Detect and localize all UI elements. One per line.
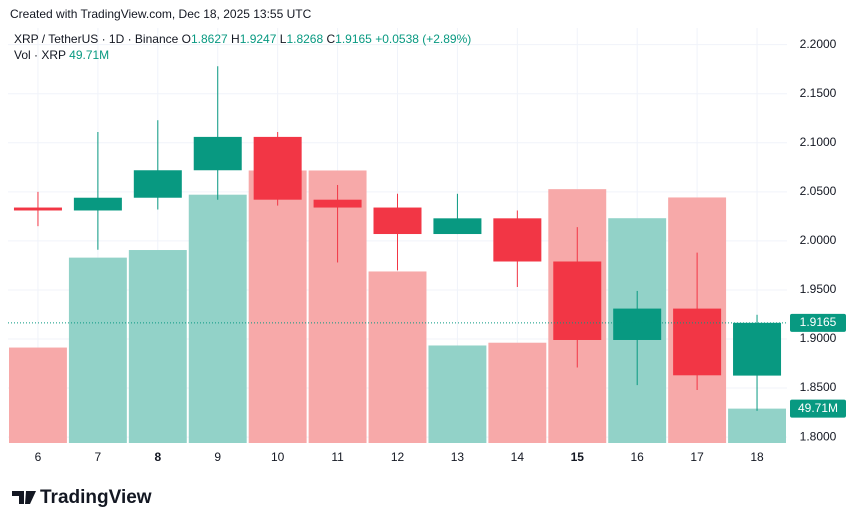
x-tick-label: 7 [95,450,102,464]
candle-body [313,199,362,208]
x-tick-label: 13 [451,450,465,464]
ohlc-key: C [326,32,335,46]
volume-bar [368,271,427,443]
candle-body [433,218,482,235]
volume-bar [9,347,67,443]
volume-bar [68,257,127,443]
x-tick-label: 12 [391,450,405,464]
x-tick-label: 18 [750,450,764,464]
volume-bar [428,345,487,443]
candle-body [13,207,62,211]
y-tick-label: 2.0000 [800,233,837,247]
candle-body [553,261,602,340]
ohlc-key: H [231,32,240,46]
symbol-legend: XRP / TetherUS · 1D · Binance O1.8627 H1… [14,32,471,46]
y-tick-label: 1.9000 [800,331,837,345]
logo-mark [12,491,36,504]
candle-body [493,218,542,262]
logo: TradingView [12,487,152,508]
candle-body [73,197,122,211]
y-tick-label: 1.8000 [800,429,837,443]
x-tick-label: 16 [631,450,645,464]
volume-bar [188,194,247,443]
y-tick-label: 2.2000 [800,37,837,51]
y-tick-label: 1.8500 [800,380,837,394]
x-tick-label: 11 [331,450,344,464]
candle-body [373,207,422,235]
volume-bar [248,170,307,443]
volume-bar [488,342,547,443]
candle-body [193,136,242,171]
ohlc-value: 1.8268 [286,32,323,46]
ohlc-value: 1.9165 [335,32,372,46]
volume-badge-text: 49.71M [798,401,838,415]
y-tick-label: 1.9500 [800,282,837,296]
ohlc-key: L [280,32,287,46]
price-badge [790,313,846,332]
x-tick-label: 15 [571,450,585,464]
y-tick-label: 2.1000 [800,135,837,149]
volume-key: Vol · XRP [14,48,66,62]
change: +0.0538 (+2.89%) [375,32,471,46]
x-tick-label: 14 [511,450,525,464]
candle-body [673,308,722,376]
price-badge-text: 1.9165 [800,315,837,329]
ohlc-value: 1.9247 [240,32,277,46]
volume-value: 49.71M [69,48,109,62]
candle-body [253,136,302,200]
x-tick-label: 6 [35,450,42,464]
logo-text: TradingView [40,487,152,508]
x-tick-label: 10 [271,450,285,464]
y-tick-label: 2.0500 [800,184,837,198]
symbol: XRP / TetherUS · 1D · Binance [14,32,179,46]
candle-body [613,308,662,340]
created-note: Created with TradingView.com, Dec 18, 20… [10,7,312,21]
ohlc-key: O [182,32,191,46]
y-tick-label: 2.1500 [800,86,837,100]
x-tick-label: 8 [154,450,161,464]
ohlc-value: 1.8627 [191,32,228,46]
volume-bar [728,408,786,443]
candle-body [133,170,182,198]
volume-badge [790,399,846,418]
candle-body [733,322,782,376]
volume-legend: Vol · XRP 49.71M [14,48,109,62]
x-tick-label: 17 [690,450,704,464]
x-tick-label: 9 [214,450,221,464]
volume-bar [128,250,187,443]
